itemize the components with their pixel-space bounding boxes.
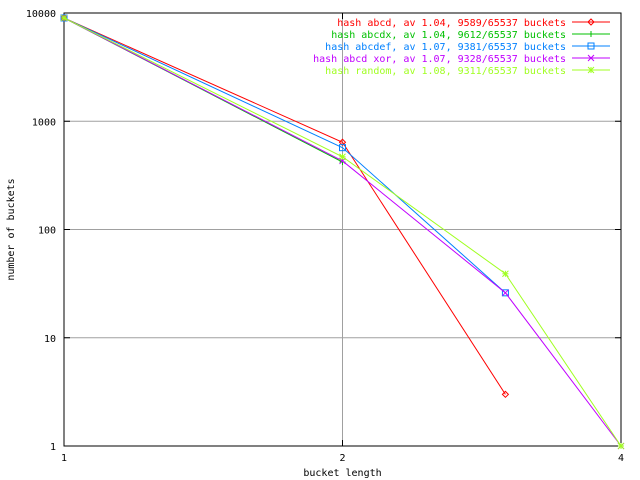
legend-label: hash abcdef, av 1.07, 9381/65537 buckets [325,42,566,53]
data-point [587,18,595,26]
legend-label: hash random, av 1.08, 9311/65537 buckets [325,66,566,77]
data-point [60,14,68,22]
data-point [338,138,347,146]
series-path [63,17,506,395]
series-group [60,14,625,450]
y-axis-title: number of buckets [6,178,17,280]
data-point [587,54,595,62]
legend-label: hash abcd, av 1.04, 9589/65537 buckets [337,18,566,29]
grid [64,13,621,446]
data-point [502,270,509,278]
y-tick-label: 1 [50,442,56,453]
series-path [63,17,622,447]
y-tick-label: 10000 [26,9,56,20]
series-line [60,14,625,450]
y-tick-label: 100 [38,226,56,237]
series-path [63,17,622,447]
legend-label: hash abcdx, av 1.04, 9612/65537 buckets [331,30,566,41]
data-point [501,289,509,297]
data-point [587,66,595,74]
legend: hash abcd, av 1.04, 9589/65537 bucketsha… [313,18,610,77]
x-tick-label: 4 [618,453,624,464]
data-point [501,390,510,399]
legend-label: hash abcd xor, av 1.07, 9328/65537 bucke… [313,54,566,65]
y-tick-label: 10 [44,334,56,345]
x-tick-label: 2 [339,453,345,464]
data-point [502,289,509,297]
data-point [617,442,625,450]
x-tick-label: 1 [61,453,67,464]
data-point [339,144,346,152]
series-path [63,17,506,294]
data-point [588,31,594,37]
data-point [339,153,346,161]
y-tick-label: 1000 [32,117,56,128]
data-point [587,42,595,50]
axis-ticks: 1 10 100 1000 10000 1 2 4 [26,9,624,464]
x-axis-title: bucket length [303,468,381,479]
